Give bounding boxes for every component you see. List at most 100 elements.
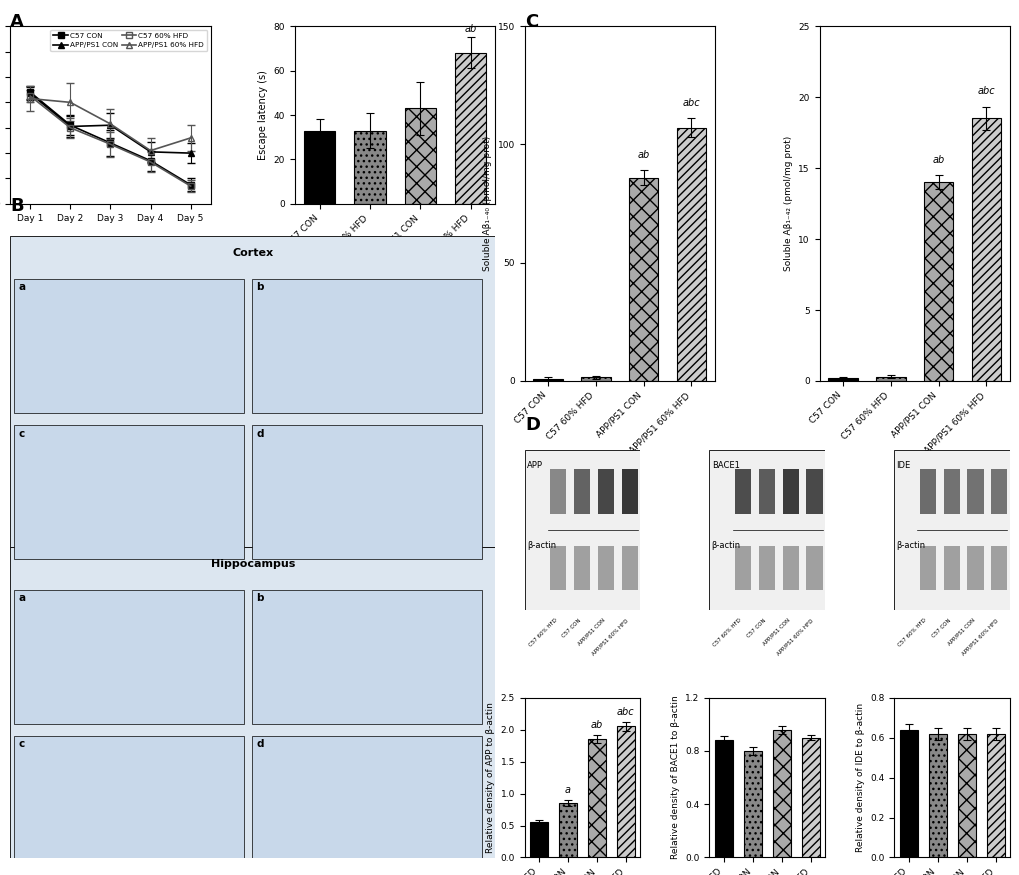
Bar xyxy=(734,469,750,514)
Text: c: c xyxy=(18,739,24,749)
Text: β-actin: β-actin xyxy=(527,541,555,550)
Bar xyxy=(734,546,750,591)
Text: C57 60% HFD: C57 60% HFD xyxy=(527,618,557,648)
Bar xyxy=(827,378,857,381)
Text: BACE1: BACE1 xyxy=(711,461,739,470)
Bar xyxy=(14,736,245,870)
Bar xyxy=(985,733,1004,858)
Bar xyxy=(549,546,566,591)
Bar xyxy=(919,469,935,514)
Text: ab: ab xyxy=(637,150,649,160)
Text: c: c xyxy=(18,429,24,438)
Bar xyxy=(966,546,982,591)
Text: abc: abc xyxy=(616,707,634,717)
Bar xyxy=(597,469,613,514)
Text: APP/PS1 60% HFD: APP/PS1 60% HFD xyxy=(591,618,629,656)
Bar xyxy=(533,379,562,381)
Bar xyxy=(782,546,798,591)
Bar xyxy=(252,279,482,413)
Bar xyxy=(782,469,798,514)
Text: b: b xyxy=(256,593,264,603)
Bar xyxy=(10,547,495,858)
Text: B: B xyxy=(10,197,23,215)
Text: b: b xyxy=(256,283,264,292)
Bar xyxy=(990,469,1007,514)
Y-axis label: Relative density of IDE to β-actin: Relative density of IDE to β-actin xyxy=(855,703,864,852)
Bar xyxy=(990,546,1007,591)
Text: APP/PS1 60% HFD: APP/PS1 60% HFD xyxy=(960,618,999,656)
Text: ab: ab xyxy=(464,24,476,34)
Bar xyxy=(597,546,613,591)
Bar xyxy=(14,590,245,724)
Y-axis label: Soluble Aβ₁₋₄₂ (pmol/mg prot): Soluble Aβ₁₋₄₂ (pmol/mg prot) xyxy=(783,136,792,271)
Bar xyxy=(574,469,589,514)
Text: APP/PS1 CON: APP/PS1 CON xyxy=(576,618,605,647)
Bar xyxy=(621,469,637,514)
Text: ab: ab xyxy=(931,155,944,164)
Bar xyxy=(743,751,761,858)
Text: β-actin: β-actin xyxy=(711,541,740,550)
Bar xyxy=(758,469,774,514)
Y-axis label: Escape latency (s): Escape latency (s) xyxy=(258,70,268,160)
Bar xyxy=(529,822,547,858)
Bar xyxy=(970,118,1001,381)
Text: β-actin: β-actin xyxy=(896,541,925,550)
Text: APP: APP xyxy=(527,461,542,470)
Bar xyxy=(966,469,982,514)
Bar xyxy=(919,546,935,591)
Text: a: a xyxy=(565,785,571,795)
Bar xyxy=(923,182,953,381)
Bar xyxy=(581,377,610,381)
Text: C: C xyxy=(525,13,538,31)
Bar xyxy=(14,279,245,413)
Bar xyxy=(587,739,605,858)
Text: ab: ab xyxy=(590,720,602,731)
Bar xyxy=(875,377,905,381)
Bar xyxy=(252,736,482,870)
Bar xyxy=(957,733,974,858)
Bar xyxy=(801,738,819,858)
Bar xyxy=(252,425,482,559)
Text: A: A xyxy=(10,13,24,31)
Text: d: d xyxy=(256,429,264,438)
Text: C57 60% HFD: C57 60% HFD xyxy=(712,618,742,648)
Bar xyxy=(806,546,822,591)
Bar xyxy=(558,803,577,858)
Text: a: a xyxy=(18,593,25,603)
Text: C57 CON: C57 CON xyxy=(745,618,766,639)
Legend: C57 CON, APP/PS1 CON, C57 60% HFD, APP/PS1 60% HFD: C57 CON, APP/PS1 CON, C57 60% HFD, APP/P… xyxy=(51,30,207,52)
Text: Hippocampus: Hippocampus xyxy=(211,559,294,569)
Bar xyxy=(304,130,335,204)
Bar xyxy=(758,546,774,591)
Bar xyxy=(616,726,634,858)
Text: Cortex: Cortex xyxy=(232,248,273,258)
Bar xyxy=(574,546,589,591)
Text: d: d xyxy=(256,739,264,749)
Text: abc: abc xyxy=(976,87,995,96)
Text: C57 CON: C57 CON xyxy=(560,618,582,639)
Bar xyxy=(252,590,482,724)
Bar xyxy=(549,469,566,514)
Bar xyxy=(714,740,732,858)
Bar xyxy=(943,469,959,514)
Text: C57 60% HFD: C57 60% HFD xyxy=(897,618,927,648)
Text: abc: abc xyxy=(682,98,699,108)
Bar xyxy=(621,546,637,591)
Text: a: a xyxy=(18,283,25,292)
Bar xyxy=(927,733,946,858)
Y-axis label: Relative density of APP to β-actin: Relative density of APP to β-actin xyxy=(485,702,494,853)
Bar xyxy=(14,425,245,559)
Bar xyxy=(354,130,385,204)
Text: C57 CON: C57 CON xyxy=(929,618,951,639)
Bar xyxy=(405,108,435,204)
Bar xyxy=(772,730,790,858)
Bar xyxy=(676,128,705,381)
Bar xyxy=(454,52,486,204)
Bar xyxy=(628,178,658,381)
Text: APP/PS1 60% HFD: APP/PS1 60% HFD xyxy=(775,618,814,656)
Bar xyxy=(10,236,495,547)
Bar xyxy=(899,730,917,858)
Text: IDE: IDE xyxy=(896,461,910,470)
Text: D: D xyxy=(525,416,540,434)
Y-axis label: Soluble Aβ₁₋₄₀ (pmol/mg prot): Soluble Aβ₁₋₄₀ (pmol/mg prot) xyxy=(483,136,491,271)
